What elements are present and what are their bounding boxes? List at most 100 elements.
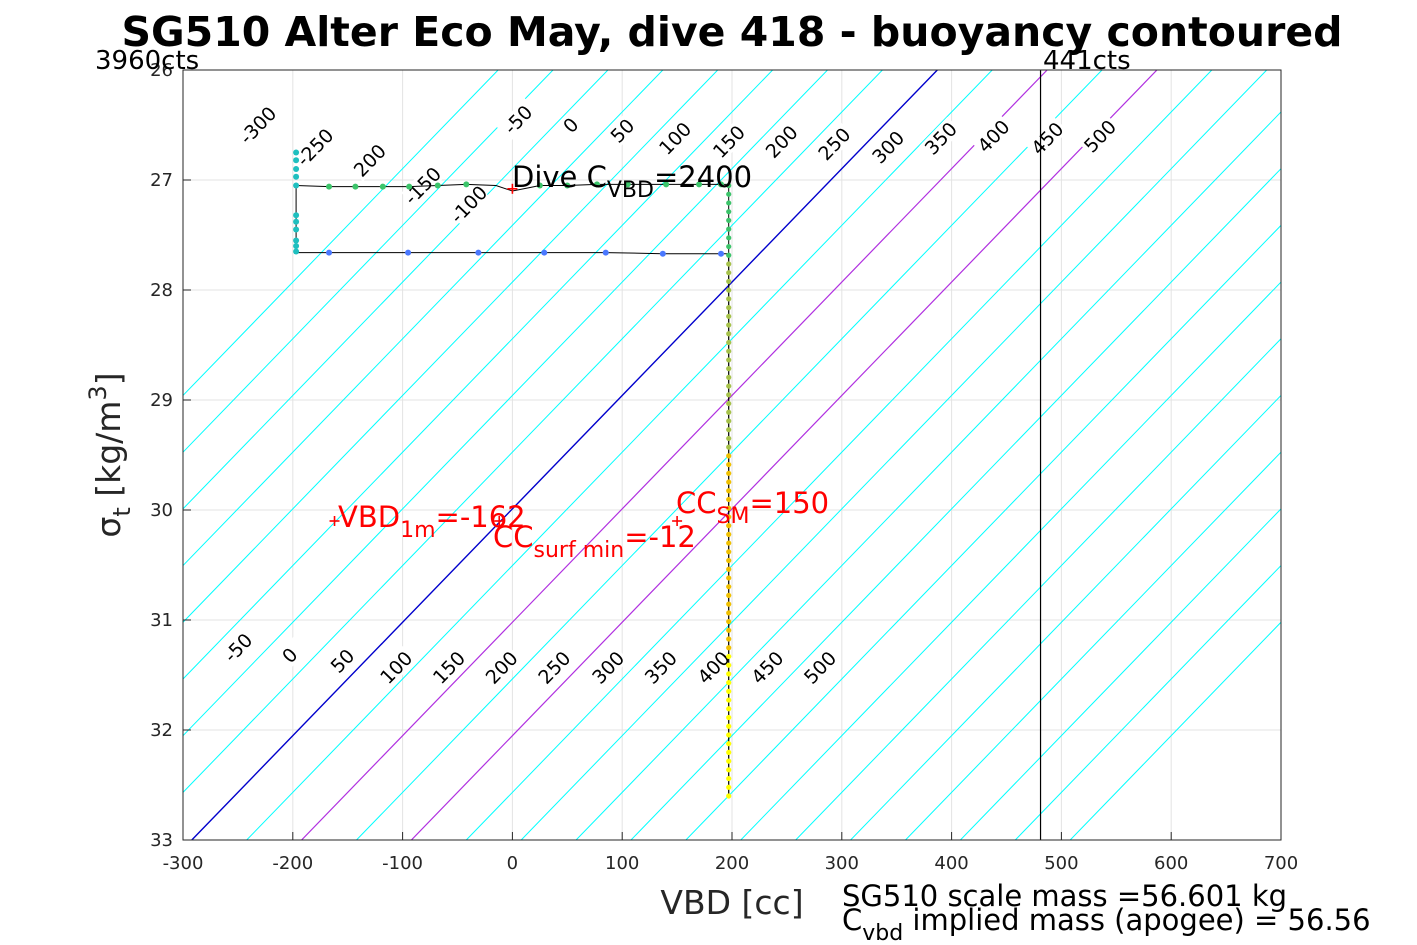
contour-label-8: 100 [655,118,696,159]
dive-point-1 [293,157,300,164]
y-tick-label-2: 28 [150,280,173,301]
contour-line-22 [960,508,1281,840]
contour-label-22: 200 [482,647,523,688]
profile-point-27 [726,418,732,424]
contour-line-1 [183,70,554,453]
dive-point-5 [293,212,300,219]
contour-label-bg-22 [480,645,523,689]
dive-point-7 [293,226,300,233]
contour-label-14: 400 [974,116,1015,157]
contour-line-4 [183,70,719,623]
profile-point-36 [726,496,732,503]
x-tick-label-0: -300 [163,853,204,874]
profile-point-33 [726,470,732,476]
contour-line-12 [410,70,1158,840]
contour-line-15 [575,111,1281,840]
annotations: Dive CVBD=2400 VBD1m=-162 CCsurf min=-12… [329,160,829,563]
contour-label-bg-7 [601,109,644,152]
profile-point-14 [726,305,732,311]
profile-point-21 [726,366,732,372]
contour-label-bg-17 [216,626,259,669]
profile-point-61 [726,714,732,721]
profile-point-3 [726,209,732,215]
y-label-sub: t [108,507,136,516]
contour-label-bg-25 [639,645,682,689]
x-tick-label-3: 0 [507,853,518,874]
contour-label-24: 300 [588,647,629,688]
profile-point-24 [726,392,732,398]
y-tick-label-1: 27 [150,170,173,191]
profile-point-41 [726,540,732,546]
x-tick-label-5: 200 [715,853,749,874]
buoyancy-contours [183,70,1281,840]
profile-point-19 [726,348,732,354]
profile-point-1 [726,191,732,197]
contour-line-18 [740,281,1281,840]
contour-label-15: 450 [1027,118,1068,159]
contour-label-23: 250 [534,647,575,688]
profile-point-29 [726,435,732,442]
dive-point-26 [475,249,482,256]
x-tick-label-1: -200 [272,853,313,874]
scale-mass-text: SG510 scale mass =56.601 kg [842,879,1287,913]
y-tick-label-6: 32 [150,720,173,741]
dive-point-22 [696,181,703,188]
x-tick-label-8: 500 [1044,853,1078,874]
dive-point-8 [293,237,300,244]
y-tick-label-7: 33 [150,830,173,851]
profile-point-69 [726,784,732,790]
contour-label-bg-4 [447,182,490,226]
contour-label-bg-2 [348,138,391,182]
dive-point-24 [326,249,333,256]
profile-point-63 [726,732,732,738]
profile-point-16 [726,322,732,328]
dive-point-14 [406,183,413,190]
contour-label-bg-1 [293,125,336,169]
contour-label-bg-8 [653,116,697,160]
dive-cvbd-label: Dive CVBD=2400 [512,160,752,203]
x-tick-label-10: 700 [1264,853,1298,874]
y-tick-label-4: 30 [150,500,173,521]
profile-point-7 [726,243,732,250]
contour-line-14 [520,70,1268,840]
contour-line-10 [301,70,1048,840]
contour-label-27: 450 [747,647,788,688]
contour-label-bg-6 [549,103,592,147]
x-tick-label-2: -100 [382,853,423,874]
profile-point-5 [726,226,732,232]
profile-point-52 [726,636,732,642]
contour-line-8 [191,70,938,840]
profile-point-49 [726,610,732,616]
annotation-marker-2 [494,516,505,526]
dive-point-13 [379,183,386,190]
profile-point-67 [726,767,732,773]
top-left-count: 3960cts [95,46,199,76]
profile-point-31 [726,453,732,459]
contour-label-bg-20 [374,645,418,689]
profile-point-11 [726,278,732,285]
implied-mass-text: Cvbd implied mass (apogee) = 56.56 [842,903,1371,945]
contour-line-17 [685,224,1281,840]
contour-line-19 [795,338,1281,840]
profile-point-9 [726,261,732,267]
contour-label-bg-9 [707,120,750,163]
profile-point-62 [726,723,732,729]
contour-label-20: 100 [376,647,417,688]
dive-point-29 [659,250,666,257]
profile-point-65 [726,749,732,755]
dive-point-30 [718,250,725,257]
profile-point-35 [726,488,732,494]
contour-line-24 [1069,621,1281,840]
contour-line-21 [905,451,1281,840]
profile-point-58 [726,688,732,694]
contour-line-7 [183,70,883,794]
dive-point-6 [293,218,300,225]
vbd-1m-label: VBD1m=-162 [338,500,526,543]
cc-surf-min-label: CCsurf min=-12 [493,520,696,563]
dive-points [293,149,732,799]
contour-line-0 [183,70,499,397]
y-axis-label: σt [kg/m3] [84,372,136,537]
contour-label-bg-23 [533,645,576,689]
profile-point-59 [726,697,732,703]
dive-point-12 [352,183,359,190]
